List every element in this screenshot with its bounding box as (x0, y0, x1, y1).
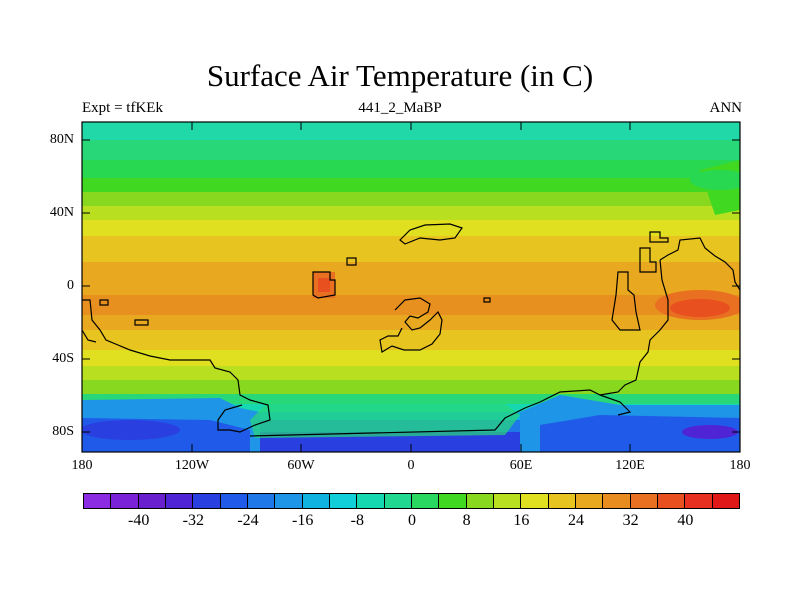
colorbar-swatch (383, 493, 412, 509)
lat-label-eq: 0 (67, 278, 74, 293)
season-label: ANN (709, 100, 743, 116)
colorbar-swatch (492, 493, 522, 509)
colorbar-swatch (684, 493, 713, 509)
lon-label-180e: 180 (729, 458, 751, 473)
colorbar-swatch (246, 493, 276, 509)
colorbar-swatch (356, 493, 385, 509)
colorbar-swatch (164, 493, 194, 509)
lon-label-120w: 120W (174, 458, 210, 473)
colorbar-label: -40 (127, 512, 150, 529)
colorbar-label: -16 (291, 512, 314, 529)
lon-label-60e: 60E (509, 458, 533, 473)
lat-label-40n: 40N (49, 205, 74, 220)
colorbar-swatch (137, 493, 166, 509)
experiment-label: Expt = tfKEk (82, 100, 163, 116)
lat-label-40s: 40S (52, 351, 74, 366)
colorbar-swatch (438, 493, 467, 509)
colorbar-swatch (192, 493, 221, 509)
temperature-field (82, 122, 740, 452)
colorbar-swatch (574, 493, 604, 509)
colorbar-swatch (629, 493, 658, 509)
colorbar-label: 16 (513, 512, 530, 529)
colorbar-swatch (328, 493, 358, 509)
colorbar-label: 8 (462, 512, 471, 529)
colorbar-swatch (219, 493, 248, 509)
colorbar-swatch (602, 493, 631, 509)
lon-label-0: 0 (407, 458, 415, 473)
colorbar-label: 32 (622, 512, 639, 529)
colorbar-swatch (547, 493, 576, 509)
colorbar-swatch (410, 493, 440, 509)
colorbar-swatch (301, 493, 330, 509)
run-label: 441_2_MaBP (358, 100, 442, 116)
lat-label-80n: 80N (49, 132, 74, 147)
colorbar-swatch (656, 493, 686, 509)
colorbar (83, 493, 740, 509)
lon-label-60w: 60W (287, 458, 315, 473)
coastlines (82, 223, 740, 437)
colorbar-swatch (110, 493, 139, 509)
lon-label-180w: 180 (71, 458, 93, 473)
lat-label-80s: 80S (52, 424, 74, 439)
colorbar-swatch (465, 493, 494, 509)
colorbar-label: 0 (408, 512, 416, 529)
colorbar-swatch (711, 493, 740, 509)
colorbar-label: -32 (182, 512, 204, 529)
colorbar-swatch (274, 493, 303, 509)
colorbar-label: 24 (568, 512, 584, 529)
colorbar-label: -8 (350, 512, 364, 529)
colorbar-label: 40 (677, 512, 694, 529)
axis-ticks (82, 122, 740, 452)
colorbar-swatch (83, 493, 112, 509)
lon-label-120e: 120E (615, 458, 645, 473)
colorbar-label: -24 (237, 512, 259, 529)
colorbar-swatch (520, 493, 549, 509)
map-title: Surface Air Temperature (in C) (206, 58, 594, 93)
